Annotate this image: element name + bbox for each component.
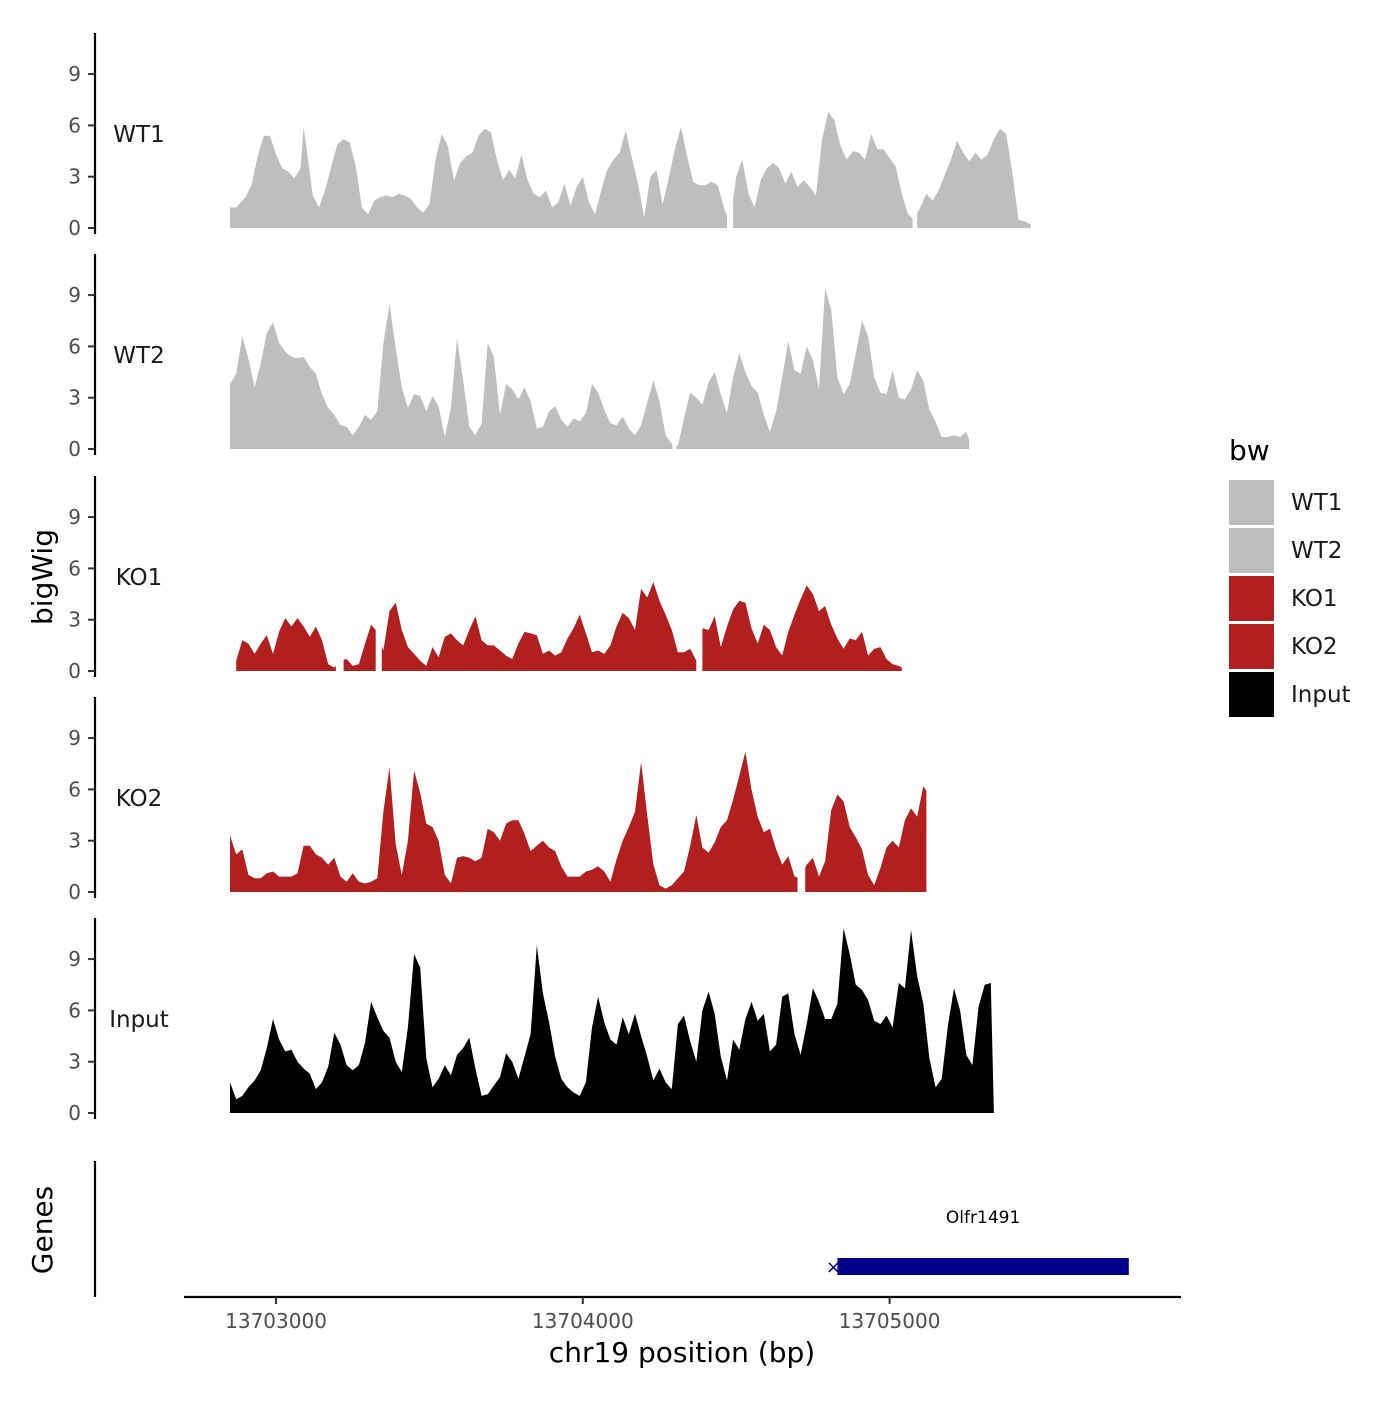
gene-label: Olfr1491 bbox=[946, 1208, 1020, 1228]
track-wt2: 0 3 6 9 WT2 bbox=[68, 254, 970, 461]
legend-swatch-ko1 bbox=[1229, 576, 1274, 621]
y-tick-label: 9 bbox=[68, 283, 81, 307]
track-wt1: 0 3 6 9 WT1 bbox=[68, 33, 1031, 240]
track-label: KO2 bbox=[116, 786, 163, 812]
y-tick-label: 0 bbox=[68, 216, 81, 240]
legend-swatch-wt1 bbox=[1229, 480, 1274, 525]
legend-label-wt2: WT2 bbox=[1291, 538, 1342, 564]
x-axis: 13703000 13704000 13705000 bbox=[184, 1295, 1181, 1333]
track-panels: 0 3 6 9 WT1 0 3 6 9 WT2 0 3 6 9 KO1 0 3 6 9 KO2 0 3 6 9 Input bbox=[68, 33, 1031, 1125]
y-tick-label: 9 bbox=[68, 947, 81, 971]
y-tick-label: 6 bbox=[68, 777, 81, 801]
legend-swatch-ko2 bbox=[1229, 624, 1274, 669]
y-tick-label: 3 bbox=[68, 386, 81, 410]
x-axis-title: chr19 position (bp) bbox=[549, 1336, 815, 1369]
legend-label-ko2: KO2 bbox=[1291, 634, 1338, 660]
track-area-input bbox=[230, 928, 994, 1113]
track-gap bbox=[696, 476, 703, 672]
track-label: Input bbox=[109, 1007, 169, 1033]
y-tick-label: 6 bbox=[68, 113, 81, 137]
y-tick-label: 9 bbox=[68, 726, 81, 750]
track-area-ko2 bbox=[230, 751, 927, 892]
y-tick-label: 3 bbox=[68, 829, 81, 853]
y-tick-label: 3 bbox=[68, 608, 81, 632]
gene-body bbox=[837, 1258, 1129, 1275]
y-tick-label: 3 bbox=[68, 165, 81, 189]
track-gap bbox=[727, 33, 734, 229]
legend-title: bw bbox=[1229, 434, 1270, 467]
y-tick-label: 0 bbox=[68, 437, 81, 461]
track-label: WT1 bbox=[113, 122, 164, 148]
y-tick-label: 0 bbox=[68, 659, 81, 683]
track-ko1: 0 3 6 9 KO1 bbox=[68, 476, 902, 683]
y-tick-label: 0 bbox=[68, 1101, 81, 1125]
y-tick-label: 9 bbox=[68, 505, 81, 529]
track-gap bbox=[797, 697, 806, 893]
track-input: 0 3 6 9 Input bbox=[68, 918, 994, 1125]
legend-label-input: Input bbox=[1291, 682, 1351, 708]
y-tick-label: 6 bbox=[68, 998, 81, 1022]
x-tick-label: 13703000 bbox=[225, 1309, 327, 1333]
track-gap bbox=[375, 476, 382, 672]
track-area-wt2 bbox=[230, 288, 970, 449]
track-label: WT2 bbox=[113, 343, 164, 369]
track-area-ko1 bbox=[236, 582, 902, 671]
legend-swatch-wt2 bbox=[1229, 528, 1274, 573]
track-gap bbox=[912, 33, 918, 229]
track-gap bbox=[335, 476, 344, 672]
x-tick-label: 13705000 bbox=[839, 1309, 941, 1333]
gene-panel: × Olfr1491 bbox=[93, 1161, 1129, 1297]
x-tick-label: 13704000 bbox=[532, 1309, 634, 1333]
y-tick-label: 6 bbox=[68, 334, 81, 358]
genes-title: Genes bbox=[26, 1186, 59, 1274]
gene-strand-arrow: × bbox=[826, 1257, 841, 1278]
y-axis-title: bigWig bbox=[26, 529, 59, 625]
y-tick-label: 0 bbox=[68, 880, 81, 904]
track-gap bbox=[672, 254, 677, 450]
y-tick-label: 3 bbox=[68, 1050, 81, 1074]
legend: bw WT1 WT2 KO1 KO2 Input bbox=[1229, 434, 1351, 717]
y-tick-label: 6 bbox=[68, 556, 81, 580]
legend-swatch-input bbox=[1229, 672, 1274, 717]
track-ko2: 0 3 6 9 KO2 bbox=[68, 697, 927, 904]
track-area-wt1 bbox=[230, 111, 1031, 228]
legend-label-ko1: KO1 bbox=[1291, 586, 1338, 612]
track-label: KO1 bbox=[116, 565, 163, 591]
legend-label-wt1: WT1 bbox=[1291, 490, 1342, 516]
y-tick-label: 9 bbox=[68, 62, 81, 86]
